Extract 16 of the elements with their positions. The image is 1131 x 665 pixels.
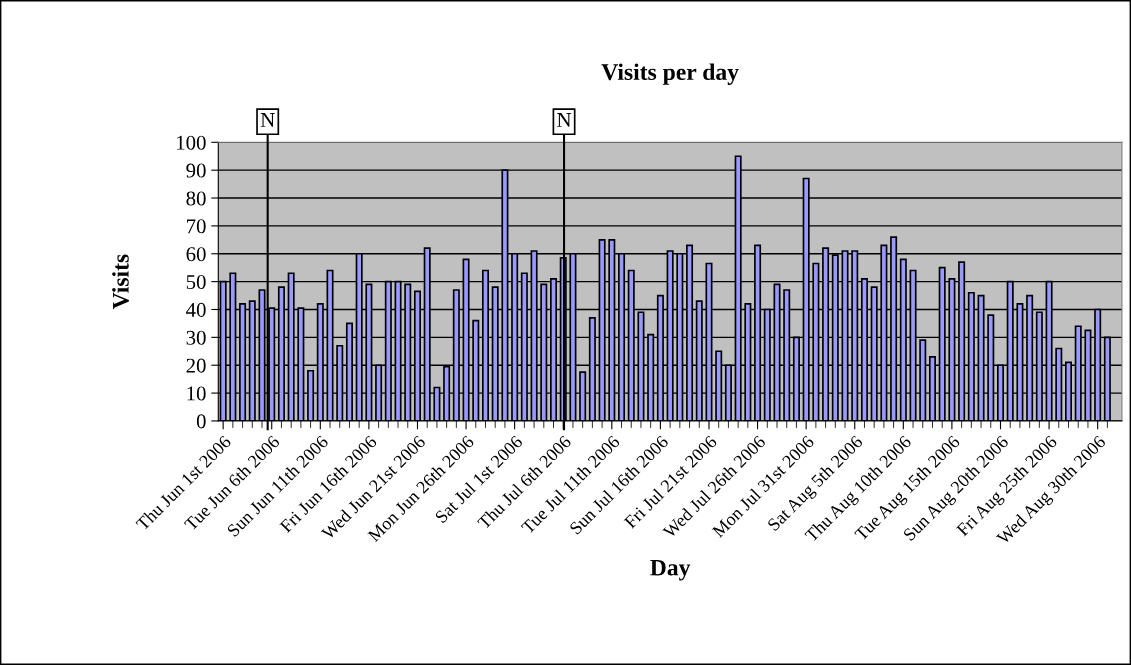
x-axis-title: Day xyxy=(650,559,691,581)
ref-line-label: N xyxy=(557,113,572,127)
y-tick-label: 30 xyxy=(186,330,206,345)
y-tick-label: 70 xyxy=(187,219,206,234)
y-tick-label: 60 xyxy=(186,247,206,262)
y-tick-label: 90 xyxy=(186,163,206,178)
y-axis-title: Visits xyxy=(112,254,129,310)
y-tick-label: 40 xyxy=(186,302,206,317)
ref-line-label: N xyxy=(260,113,275,127)
y-tick-label: 50 xyxy=(186,275,206,290)
y-tick-label: 80 xyxy=(186,191,206,206)
chart-title: Visits per day xyxy=(601,63,739,85)
y-tick-label: 100 xyxy=(177,135,206,150)
y-tick-label: 10 xyxy=(187,386,206,401)
y-tick-label: 20 xyxy=(186,358,206,373)
y-tick-label: 0 xyxy=(196,414,206,429)
